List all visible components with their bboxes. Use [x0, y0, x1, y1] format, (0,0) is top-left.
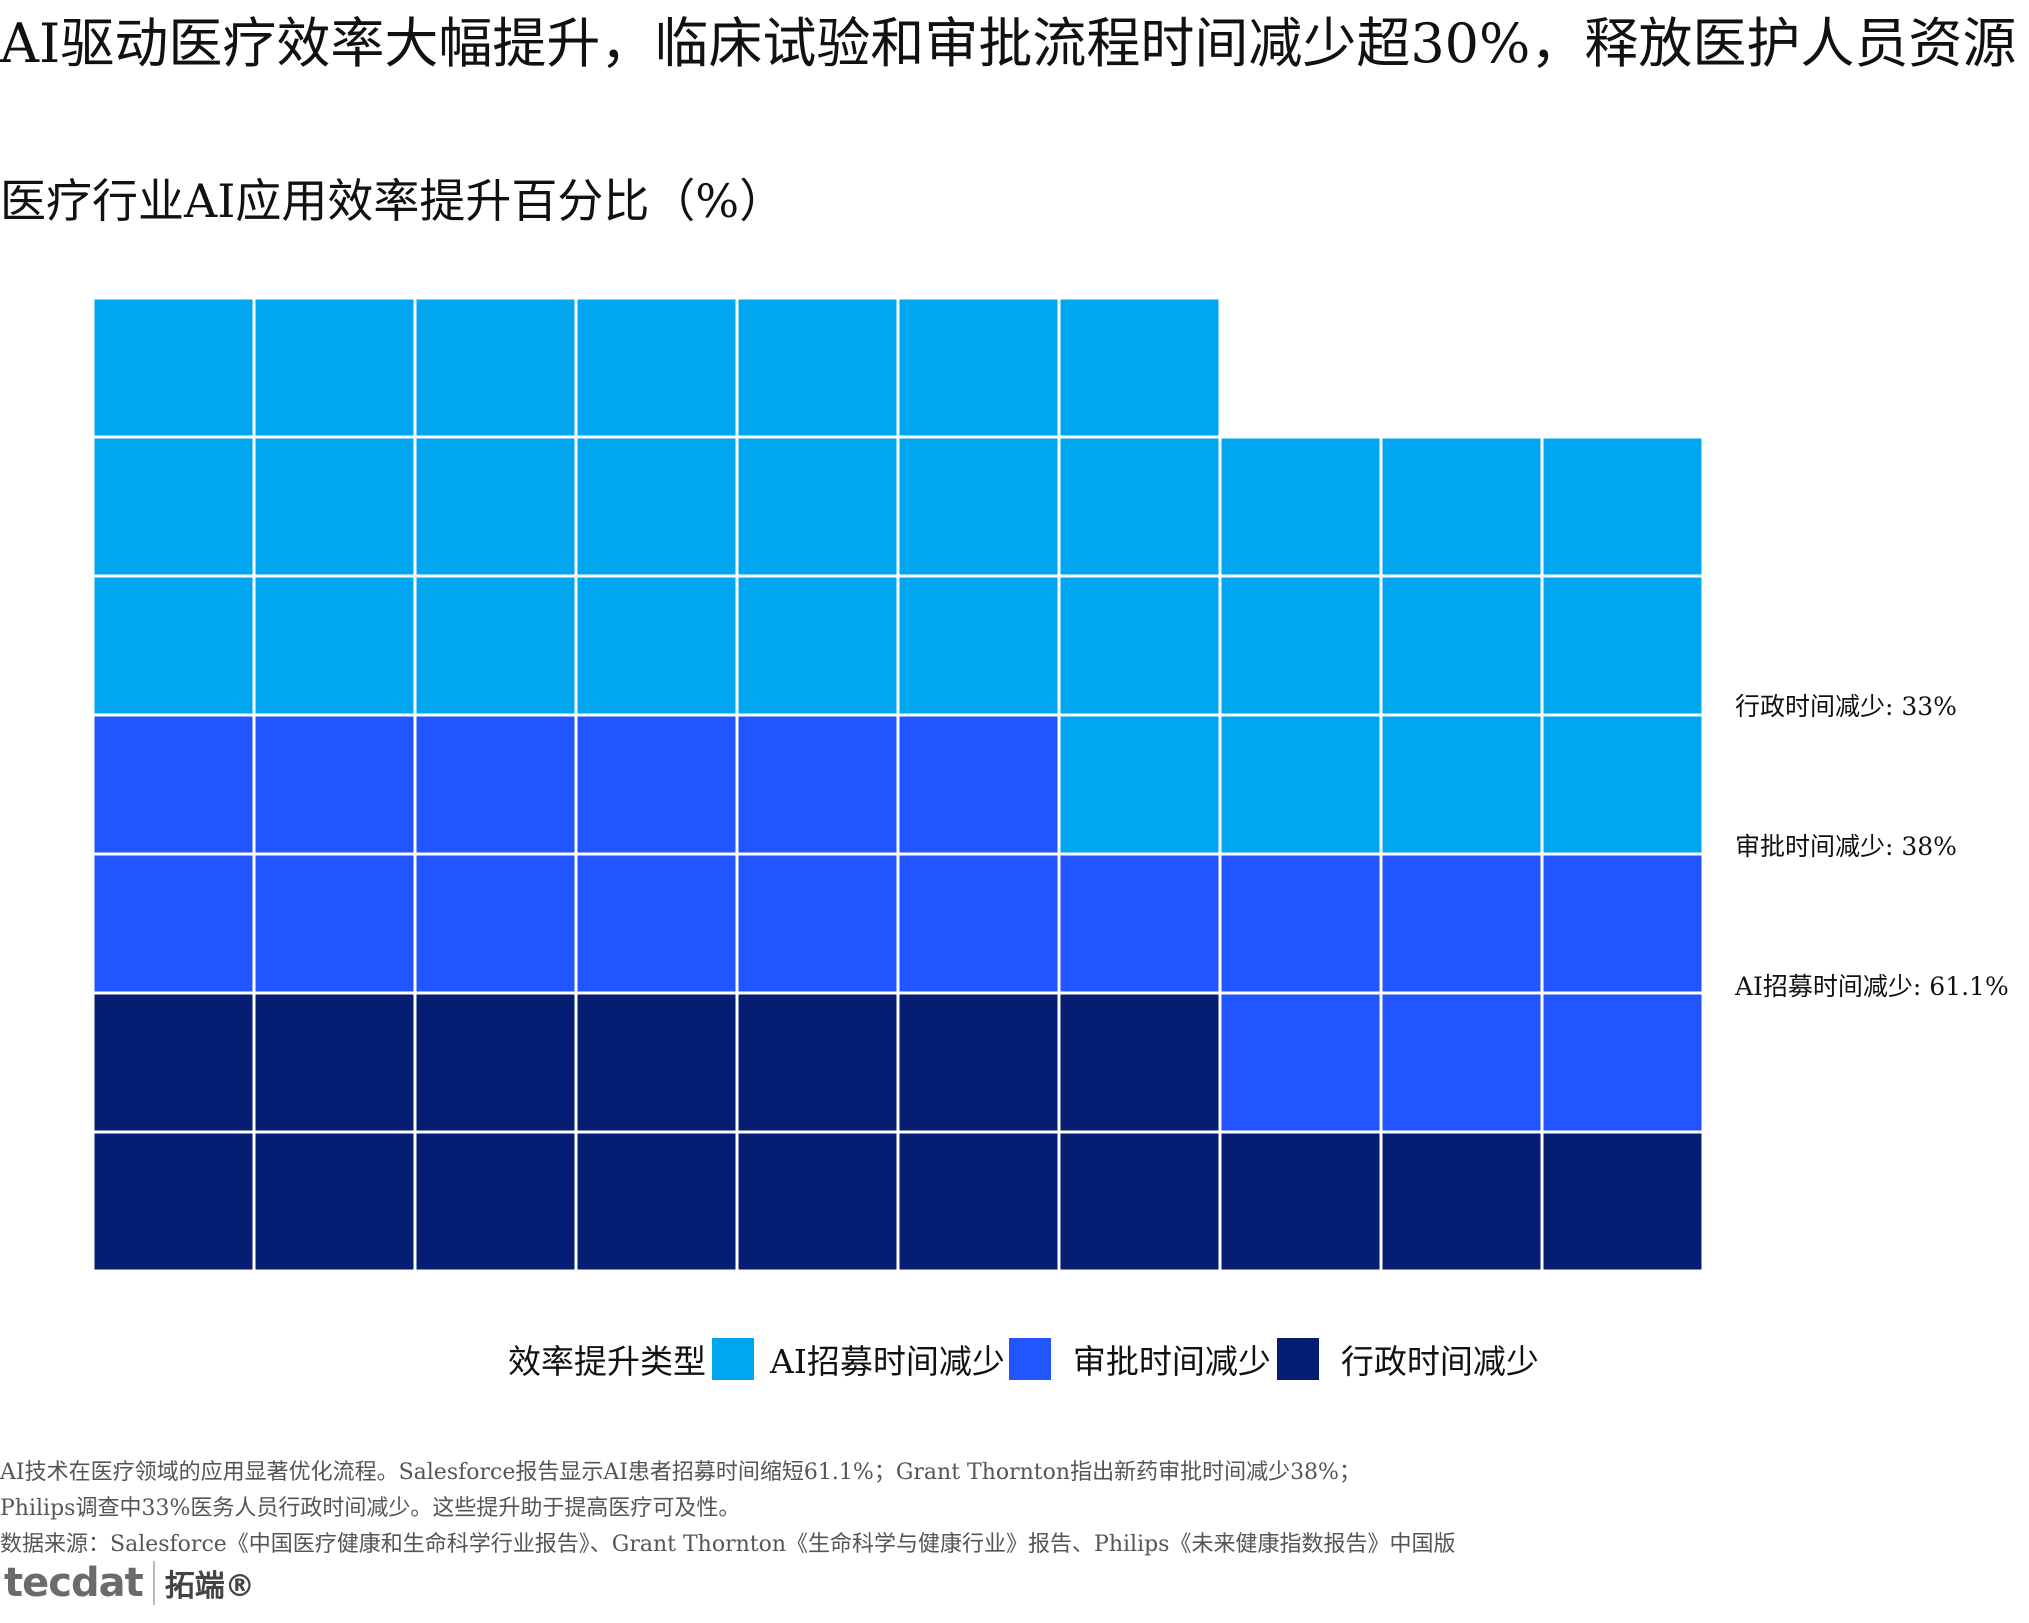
waffle-cell-admin [91, 991, 256, 1134]
waffle-cell-admin [1218, 1130, 1383, 1273]
waffle-cell-approval [1379, 852, 1544, 995]
waffle-cell-approval [735, 852, 900, 995]
waffle-cell-admin [896, 991, 1061, 1134]
waffle-cell-approval [1057, 852, 1222, 995]
logo-text-tecdat: tecdat [4, 1560, 144, 1606]
waffle-cell-ai-recruit [574, 574, 739, 717]
waffle-cell-approval [735, 713, 900, 856]
label-admin: 行政时间减少: 33% [1735, 692, 1957, 721]
waffle-cell-ai-recruit [735, 435, 900, 578]
chart-legend: 效率提升类型 AI招募时间减少 审批时间减少 行政时间减少 [508, 1335, 1545, 1383]
legend-swatch-approval [1008, 1338, 1051, 1380]
legend-label-admin: 行政时间减少 [1340, 1342, 1539, 1381]
waffle-cell-ai-recruit [413, 574, 578, 717]
waffle-cell-ai-recruit [735, 574, 900, 717]
waffle-cell-approval [1379, 991, 1544, 1134]
waffle-cell-admin [413, 1130, 578, 1273]
waffle-cell-ai-recruit [574, 296, 739, 439]
label-approval: 审批时间减少: 38% [1735, 832, 1957, 861]
waffle-cell-approval [91, 713, 256, 856]
legend-swatch-admin [1276, 1338, 1319, 1380]
waffle-cell-approval [574, 713, 739, 856]
footnote-source: 数据来源：Salesforce《中国医疗健康和生命科学行业报告》、Grant T… [0, 1532, 1456, 1557]
waffle-cell-ai-recruit [1218, 574, 1383, 717]
chart-subtitle: 医疗行业AI应用效率提升百分比（%） [0, 174, 786, 228]
waffle-cell-ai-recruit [1540, 435, 1705, 578]
legend-label-ai-recruit: AI招募时间减少 [770, 1342, 1005, 1381]
waffle-cell-ai-recruit [1379, 435, 1544, 578]
waffle-cell-ai-recruit [91, 296, 256, 439]
waffle-cell-ai-recruit [735, 296, 900, 439]
footnote-line-1: AI技术在医疗领域的应用显著优化流程。Salesforce报告显示AI患者招募时… [0, 1460, 1361, 1485]
waffle-cell-ai-recruit [1540, 713, 1705, 856]
logo-text-cn: 拓端® [164, 1569, 255, 1604]
waffle-cell-ai-recruit [896, 296, 1061, 439]
waffle-cell-ai-recruit [252, 435, 417, 578]
waffle-cell-ai-recruit [413, 435, 578, 578]
waffle-cell-admin [574, 991, 739, 1134]
label-ai-recruit: AI招募时间减少: 61.1% [1735, 972, 2009, 1001]
waffle-cell-ai-recruit [1057, 713, 1222, 856]
brand-logo: tecdat 拓端® [4, 1560, 255, 1606]
waffle-cell-ai-recruit [413, 296, 578, 439]
waffle-cell-admin [1057, 991, 1222, 1134]
waffle-cell-admin [896, 1130, 1061, 1273]
waffle-cell-admin [735, 1130, 900, 1273]
waffle-cell-approval [252, 713, 417, 856]
legend-title: 效率提升类型 [508, 1342, 706, 1381]
waffle-cell-approval [896, 713, 1061, 856]
waffle-cell-ai-recruit [91, 574, 256, 717]
waffle-cell-ai-recruit [1218, 713, 1383, 856]
waffle-cell-admin [252, 1130, 417, 1273]
waffle-cell-approval [91, 852, 256, 995]
chart-title: AI驱动医疗效率大幅提升，临床试验和审批流程时间减少超30%，释放医护人员资源 [0, 12, 2017, 75]
waffle-cell-approval [1218, 991, 1383, 1134]
waffle-cell-admin [252, 991, 417, 1134]
waffle-cell-ai-recruit [252, 296, 417, 439]
waffle-cell-ai-recruit [1540, 574, 1705, 717]
waffle-cell-approval [1218, 852, 1383, 995]
waffle-cell-admin [1057, 1130, 1222, 1273]
waffle-cell-approval [1540, 852, 1705, 995]
logo-divider [152, 1561, 155, 1605]
waffle-cell-ai-recruit [896, 574, 1061, 717]
waffle-cell-approval [1540, 991, 1705, 1134]
waffle-cell-ai-recruit [1379, 713, 1544, 856]
waffle-cell-ai-recruit [1218, 435, 1383, 578]
waffle-cell-ai-recruit [1057, 296, 1222, 439]
waffle-cell-approval [252, 852, 417, 995]
waffle-cell-ai-recruit [252, 574, 417, 717]
waffle-cell-ai-recruit [1379, 574, 1544, 717]
waffle-cell-ai-recruit [1057, 574, 1222, 717]
waffle-cell-admin [574, 1130, 739, 1273]
waffle-cell-admin [91, 1130, 256, 1273]
waffle-cell-admin [735, 991, 900, 1134]
waffle-cell-admin [413, 991, 578, 1134]
waffle-cell-admin [1379, 1130, 1544, 1273]
legend-swatch-ai-recruit [712, 1338, 754, 1380]
waffle-cell-ai-recruit [91, 435, 256, 578]
waffle-cell-admin [1540, 1130, 1705, 1273]
footnote-line-2: Philips调查中33%医务人员行政时间减少。这些提升助于提高医疗可及性。 [0, 1496, 741, 1521]
waffle-cell-ai-recruit [574, 435, 739, 578]
waffle-cell-approval [896, 852, 1061, 995]
waffle-cell-ai-recruit [1057, 435, 1222, 578]
legend-label-approval: 审批时间减少 [1072, 1342, 1271, 1381]
waffle-cell-approval [574, 852, 739, 995]
waffle-cell-approval [413, 713, 578, 856]
waffle-cell-approval [413, 852, 578, 995]
waffle-cell-ai-recruit [896, 435, 1061, 578]
